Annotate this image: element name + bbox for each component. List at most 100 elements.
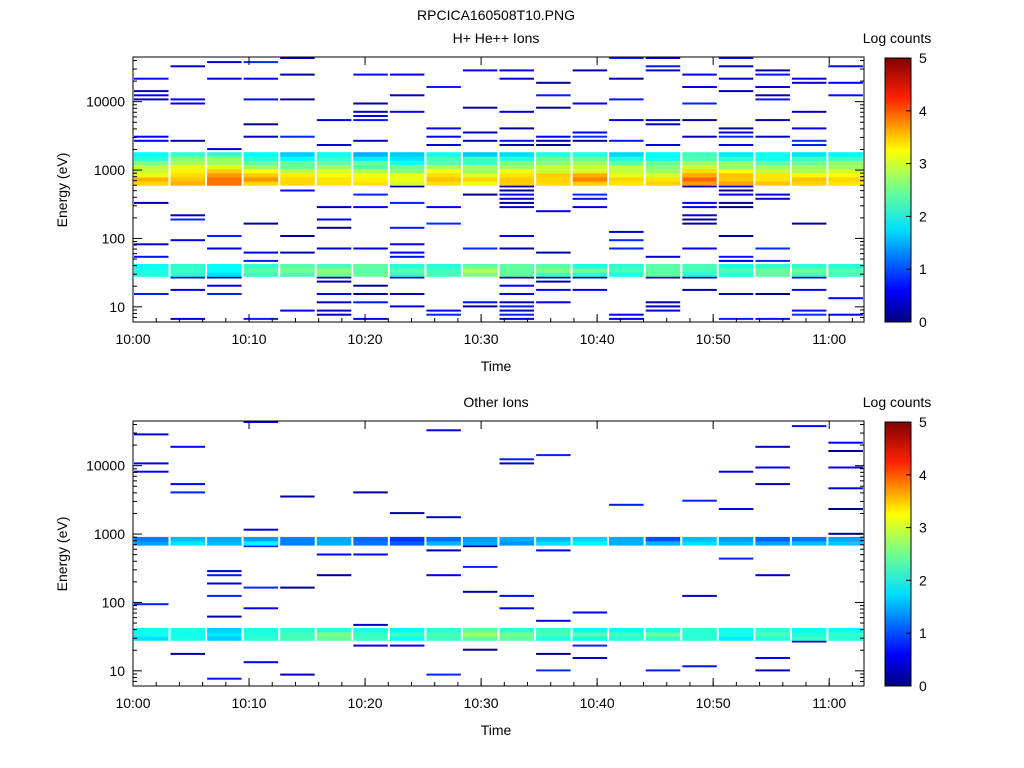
- spectrogram-cell: [828, 532, 863, 535]
- spectrogram-cell: [134, 632, 169, 637]
- spectrogram-cell: [499, 458, 534, 461]
- spectrogram-cell: [718, 135, 754, 138]
- spectrogram-cell: [682, 156, 717, 161]
- spectrogram-cell: [828, 268, 863, 273]
- spectrogram-cell: [280, 172, 315, 178]
- spectrogram-cell: [609, 541, 644, 546]
- spectrogram-cell: [499, 607, 534, 610]
- spectrogram-cell: [609, 313, 644, 316]
- spectrogram-cell: [280, 98, 315, 101]
- spectrogram-cell: [572, 541, 608, 546]
- spectrogram-cell: [389, 264, 425, 269]
- spectrogram-cell: [645, 57, 681, 59]
- spectrogram-cell: [243, 222, 279, 225]
- spectrogram-cell: [609, 536, 644, 542]
- spectrogram-cell: [645, 168, 681, 174]
- spectrogram-cell: [316, 144, 352, 146]
- spectrogram-cell: [316, 168, 352, 174]
- spectrogram-cell: [682, 272, 717, 277]
- spectrogram-cell: [718, 156, 754, 161]
- spectrogram-cell: [609, 119, 644, 122]
- spectrogram-cell: [791, 309, 827, 312]
- spectrogram-cell: [316, 268, 352, 273]
- spectrogram-cell: [462, 156, 498, 161]
- spectrogram-cell: [462, 305, 498, 308]
- spectrogram-cell: [426, 264, 461, 269]
- spectrogram-cell: [316, 280, 352, 283]
- spectrogram-cell: [316, 272, 352, 277]
- colorbar: [884, 421, 912, 687]
- spectrogram-cell: [462, 139, 498, 142]
- x-tick-label: 10:30: [464, 331, 499, 347]
- y-axis-label: Energy (eV): [54, 517, 70, 592]
- spectrogram-cell: [682, 499, 717, 502]
- spectrogram-cell: [536, 541, 571, 546]
- spectrogram-cell: [718, 57, 754, 59]
- spectrogram-cell: [791, 160, 827, 165]
- spectrogram-cell: [828, 81, 863, 84]
- spectrogram-cell: [353, 268, 388, 273]
- spectrogram-cell: [572, 181, 608, 186]
- y-tick-label: 1000: [94, 162, 125, 178]
- spectrogram-cell: [316, 177, 352, 182]
- spectrogram-cell: [536, 280, 571, 283]
- spectrogram-cell: [280, 309, 315, 312]
- colorbar-tick-label: 2: [919, 208, 927, 224]
- spectrogram-cell: [536, 632, 571, 637]
- y-tick-label: 10: [109, 299, 125, 315]
- spectrogram-cell: [572, 611, 608, 614]
- spectrogram-cell: [755, 152, 790, 157]
- y-axis-label: Energy (eV): [54, 153, 70, 228]
- x-tick-label: 10:40: [580, 695, 615, 711]
- spectrogram-cell: [755, 119, 790, 122]
- spectrogram-cell: [755, 164, 790, 170]
- spectrogram-cell: [462, 247, 498, 250]
- spectrogram-cell: [682, 73, 717, 76]
- spectrogram-cell: [426, 516, 461, 519]
- spectrogram-cell: [828, 152, 863, 157]
- spectrogram-cell: [536, 288, 571, 291]
- spectrogram-cell: [645, 69, 681, 72]
- x-tick-label: 10:30: [464, 695, 499, 711]
- spectrogram-cell: [353, 636, 388, 641]
- spectrogram-cell: [755, 69, 790, 72]
- spectrogram-cell: [609, 632, 644, 637]
- spectrogram-cell: [755, 636, 790, 641]
- spectrogram-cell: [462, 628, 498, 633]
- spectrogram-cell: [243, 541, 279, 546]
- spectrogram-cell: [609, 317, 644, 320]
- spectrogram-cell: [316, 156, 352, 161]
- spectrogram-cell: [572, 272, 608, 277]
- spectrogram-cell: [170, 264, 205, 269]
- spectrogram-cell: [645, 177, 681, 182]
- figure-title: RPCICA160508T10.PNG: [417, 7, 575, 23]
- spectrogram-cell: [572, 160, 608, 165]
- spectrogram-cell: [316, 264, 352, 269]
- spectrogram-cell: [609, 98, 644, 101]
- spectrogram-cell: [462, 181, 498, 186]
- spectrogram-cell: [645, 276, 681, 279]
- spectrogram-cell: [207, 77, 242, 80]
- spectrogram-cell: [170, 65, 205, 68]
- axes: 10:00 10:10 10:20 10:30 10:40 10:50 11:00 10 100…: [86, 57, 864, 347]
- spectrogram-cell: [755, 445, 790, 448]
- spectrogram-cell: [645, 160, 681, 165]
- spectrogram-cell: [243, 528, 279, 531]
- spectrogram-cell: [682, 135, 717, 138]
- spectrogram-cell: [499, 172, 534, 178]
- x-tick-label: 10:10: [232, 695, 267, 711]
- spectrogram-cell: [426, 181, 461, 186]
- spectrogram-cell: [170, 218, 205, 221]
- spectrogram-cell: [243, 152, 279, 157]
- spectrogram-cell: [280, 586, 315, 589]
- spectrogram-cell: [718, 272, 754, 277]
- spectrogram-cell: [499, 144, 534, 146]
- spectrogram-cell: [316, 541, 352, 546]
- spectrogram-cell: [755, 156, 790, 161]
- spectrogram-cell: [536, 139, 571, 142]
- spectrogram-cell: [828, 541, 863, 546]
- spectrogram-cell: [353, 102, 388, 105]
- spectrogram-cell: [207, 677, 242, 680]
- panel-h-he-ions: H+ He++ Ions Log counts Energy (eV) Time…: [54, 30, 931, 374]
- spectrogram-cell: [791, 177, 827, 182]
